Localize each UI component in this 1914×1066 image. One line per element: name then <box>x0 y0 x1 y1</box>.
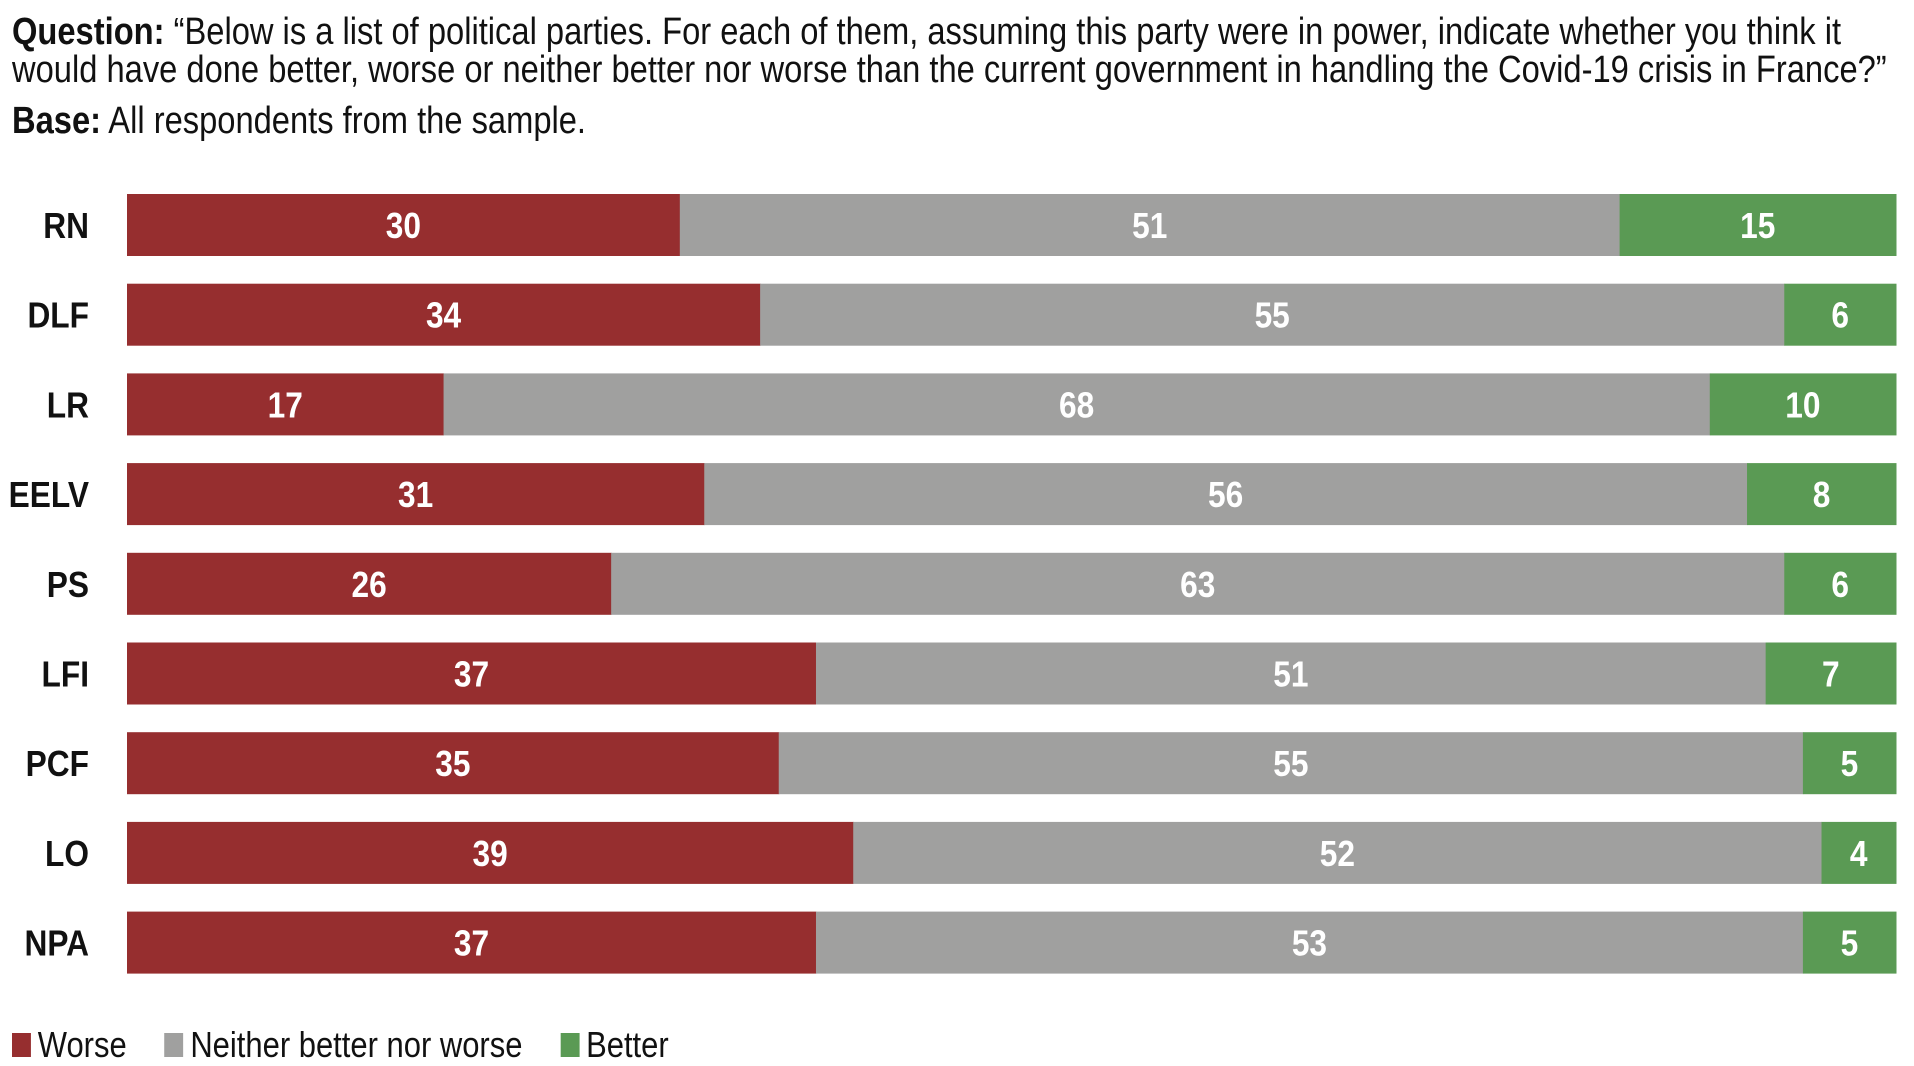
data-label-worse-rn: 30 <box>386 206 421 246</box>
data-label-worse-lo: 39 <box>472 834 507 874</box>
data-label-better-lo: 4 <box>1850 834 1868 874</box>
legend-swatch-worse <box>12 1033 31 1057</box>
legend-item-worse: Worse <box>12 1024 127 1066</box>
bar-better-lr <box>1709 373 1897 436</box>
legend-label-better: Better <box>586 1024 669 1065</box>
data-label-better-rn: 15 <box>1740 206 1775 246</box>
bar-neither-rn <box>679 194 1621 256</box>
category-label-lr: LR <box>47 386 89 426</box>
bar-worse-lr <box>127 373 445 436</box>
bar-better-eelv <box>1747 463 1897 526</box>
bar-worse-lo <box>127 821 854 884</box>
bar-neither-lfi <box>815 642 1767 705</box>
category-label-eelv: EELV <box>9 475 90 515</box>
bar-neither-npa <box>815 911 1804 974</box>
bar-better-ps <box>1784 552 1897 615</box>
category-label-dlf: DLF <box>27 296 89 336</box>
data-label-neither-ps: 63 <box>1180 565 1215 605</box>
category-label-ps: PS <box>47 565 89 605</box>
bar-better-lo <box>1821 821 1897 884</box>
bar-worse-eelv <box>127 463 705 526</box>
legend-label-neither: Neither better nor worse <box>190 1024 523 1065</box>
data-label-worse-lfi: 37 <box>454 655 489 695</box>
data-label-worse-dlf: 34 <box>426 296 461 336</box>
legend-item-better: Better <box>560 1024 669 1066</box>
bar-better-dlf <box>1784 283 1897 346</box>
category-label-lo: LO <box>45 834 89 874</box>
legend-label-worse: Worse <box>37 1024 127 1065</box>
data-label-better-lfi: 7 <box>1822 655 1840 695</box>
data-label-better-dlf: 6 <box>1831 296 1849 336</box>
question-line-1: Question: “Below is a list of political … <box>12 12 1841 52</box>
base-line: Base: All respondents from the sample. <box>12 101 586 141</box>
bar-neither-ps <box>611 552 1785 615</box>
question-line-2: would have done better, worse or neither… <box>12 49 1887 91</box>
legend-swatch-better <box>560 1033 580 1057</box>
data-label-neither-lo: 52 <box>1320 834 1355 874</box>
category-label-pcf: PCF <box>26 744 89 784</box>
bar-neither-lr <box>443 373 1711 436</box>
data-label-neither-npa: 53 <box>1292 924 1327 964</box>
legend: Worse Neither better nor worse Better <box>12 1024 707 1066</box>
data-label-neither-pcf: 55 <box>1273 744 1308 784</box>
data-label-better-pcf: 5 <box>1841 744 1859 784</box>
data-label-neither-lr: 68 <box>1059 386 1094 426</box>
bar-better-npa <box>1802 911 1897 974</box>
bar-worse-lfi <box>127 642 817 705</box>
bar-better-rn <box>1619 194 1897 256</box>
base-text: All respondents from the sample. <box>108 100 587 142</box>
bar-worse-dlf <box>127 283 761 346</box>
data-label-better-lr: 10 <box>1785 386 1820 426</box>
data-label-better-eelv: 8 <box>1813 475 1831 515</box>
category-label-lfi: LFI <box>42 655 89 695</box>
legend-item-neither: Neither better nor worse <box>164 1024 523 1066</box>
category-label-npa: NPA <box>24 924 89 964</box>
data-label-neither-rn: 51 <box>1132 206 1167 246</box>
bar-neither-pcf <box>778 732 1804 795</box>
data-label-worse-eelv: 31 <box>398 475 433 515</box>
category-label-rn: RN <box>43 206 89 246</box>
data-label-neither-lfi: 51 <box>1273 655 1308 695</box>
question-text-1: “Below is a list of political parties. F… <box>173 11 1842 53</box>
data-label-worse-pcf: 35 <box>435 744 470 784</box>
bar-worse-pcf <box>127 732 780 795</box>
legend-swatch-neither <box>164 1033 184 1057</box>
data-label-worse-lr: 17 <box>268 386 303 426</box>
question-label: Question: <box>12 11 165 53</box>
bar-better-lfi <box>1765 642 1897 705</box>
bar-worse-rn <box>127 194 681 256</box>
data-label-better-ps: 6 <box>1831 565 1849 605</box>
bar-worse-ps <box>127 552 612 615</box>
bar-neither-lo <box>853 821 1823 884</box>
bar-neither-eelv <box>704 463 1748 526</box>
data-label-worse-npa: 37 <box>454 924 489 964</box>
data-label-worse-ps: 26 <box>351 565 386 605</box>
data-label-neither-eelv: 56 <box>1208 475 1243 515</box>
data-label-better-npa: 5 <box>1841 924 1859 964</box>
data-label-neither-dlf: 55 <box>1255 296 1290 336</box>
bar-worse-npa <box>127 911 817 974</box>
bar-better-pcf <box>1802 732 1897 795</box>
base-label: Base: <box>12 100 102 142</box>
bar-neither-dlf <box>760 283 1785 346</box>
